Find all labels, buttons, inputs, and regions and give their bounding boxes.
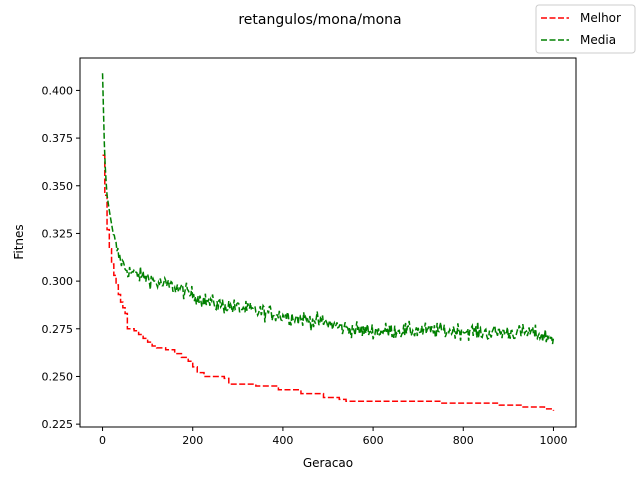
legend-label-media: Media	[580, 33, 616, 47]
y-tick-label: 0.375	[42, 132, 74, 145]
y-axis-label: Fitnes	[12, 224, 26, 259]
y-tick-label: 0.250	[42, 370, 74, 383]
y-tick-label: 0.225	[42, 418, 74, 431]
y-tick-label: 0.300	[42, 275, 74, 288]
y-tick-label: 0.275	[42, 323, 74, 336]
x-tick-label: 200	[182, 434, 203, 447]
axes-frame	[79, 57, 577, 428]
x-tick-label: 600	[363, 434, 384, 447]
x-axis-label: Geracao	[303, 456, 353, 470]
x-tick-label: 0	[99, 434, 106, 447]
series-line-media	[101, 73, 555, 345]
x-tick-label: 1000	[539, 434, 567, 447]
x-axis-ticks: 0 200 400 600 800 1000	[99, 427, 567, 447]
plot-content	[101, 73, 555, 411]
y-axis-ticks: 0.225 0.250 0.275 0.300 0.325 0.350 0.375 0.400	[42, 84, 80, 431]
x-tick-label: 400	[272, 434, 293, 447]
x-tick-label: 800	[453, 434, 474, 447]
legend-label-melhor: Melhor	[580, 11, 621, 25]
y-tick-label: 0.400	[42, 84, 74, 97]
chart-title: retangulos/mona/mona	[238, 12, 401, 28]
y-tick-label: 0.325	[42, 227, 74, 240]
legend: Melhor Media	[535, 4, 636, 54]
legend-box	[535, 4, 636, 54]
y-tick-label: 0.350	[42, 180, 74, 193]
series-line-melhor	[102, 154, 555, 411]
